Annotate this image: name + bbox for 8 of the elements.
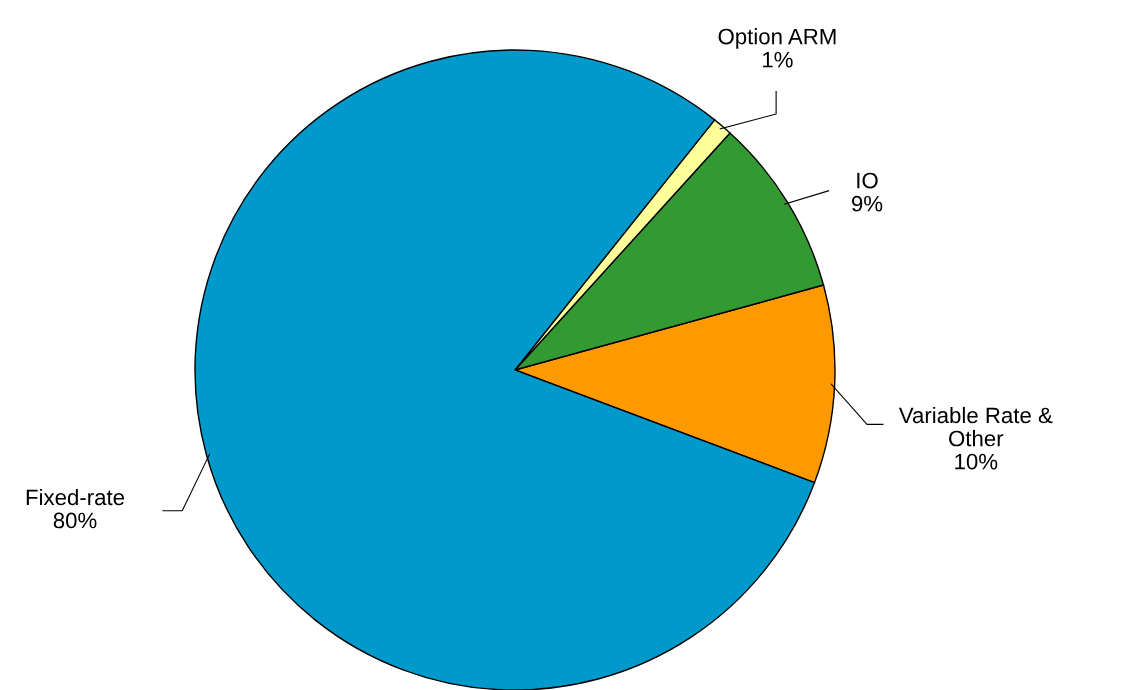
slice-label: Fixed-rate [26,488,125,506]
slice-label: Option ARM [718,28,836,49]
slice-label: IO [857,172,878,189]
data-label: 10% [955,453,998,470]
data-label: 9% [851,195,883,212]
data-label: 80% [53,512,97,529]
data-label: 1% [763,51,793,68]
slice-label: Variable Rate & Other [898,406,1053,447]
